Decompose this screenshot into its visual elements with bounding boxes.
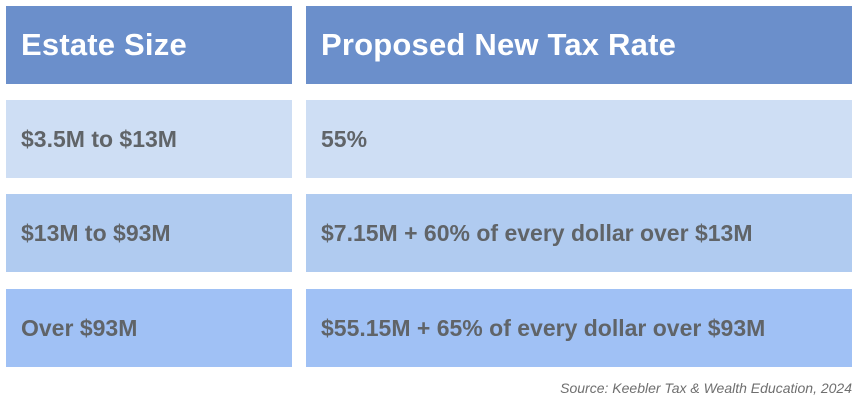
row-1-tax-rate: 55% <box>306 100 852 178</box>
row-2-tax-rate: $7.15M + 60% of every dollar over $13M <box>306 194 852 272</box>
row-3-tax-rate: $55.15M + 65% of every dollar over $93M <box>306 289 852 367</box>
row-3-estate-size: Over $93M <box>6 289 292 367</box>
header-estate-size: Estate Size <box>6 6 292 84</box>
row-1-estate-size: $3.5M to $13M <box>6 100 292 178</box>
source-caption: Source: Keebler Tax & Wealth Education, … <box>560 380 852 396</box>
row-2-estate-size: $13M to $93M <box>6 194 292 272</box>
header-proposed-tax-rate: Proposed New Tax Rate <box>306 6 852 84</box>
